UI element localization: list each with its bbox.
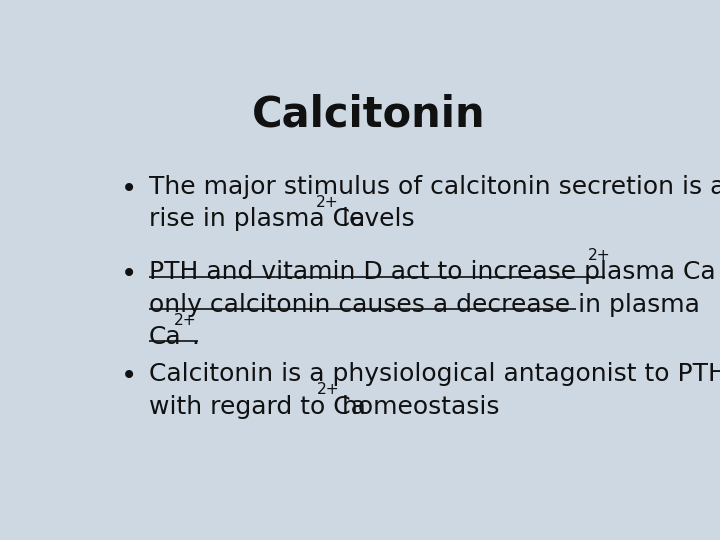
Text: The major stimulus of calcitonin secretion is a: The major stimulus of calcitonin secreti… bbox=[148, 175, 720, 199]
Text: 2+: 2+ bbox=[316, 195, 339, 210]
Text: 2+: 2+ bbox=[317, 382, 339, 397]
Text: only calcitonin causes a decrease in plasma: only calcitonin causes a decrease in pla… bbox=[148, 293, 699, 316]
Text: with regard to Ca: with regard to Ca bbox=[148, 395, 366, 418]
Text: Calcitonin: Calcitonin bbox=[252, 94, 486, 136]
Text: 2+: 2+ bbox=[174, 313, 197, 328]
Text: .: . bbox=[192, 325, 199, 349]
Text: rise in plasma Ca: rise in plasma Ca bbox=[148, 207, 365, 232]
Text: 2+: 2+ bbox=[588, 248, 611, 263]
Text: •: • bbox=[121, 175, 137, 203]
Text: •: • bbox=[121, 362, 137, 390]
Text: Ca: Ca bbox=[148, 325, 181, 349]
Text: PTH and vitamin D act to increase plasma Ca: PTH and vitamin D act to increase plasma… bbox=[148, 260, 715, 284]
Text: homeostasis: homeostasis bbox=[334, 395, 500, 418]
Text: Calcitonin is a physiological antagonist to PTH: Calcitonin is a physiological antagonist… bbox=[148, 362, 720, 386]
Text: •: • bbox=[121, 260, 137, 288]
Text: levels: levels bbox=[334, 207, 415, 232]
